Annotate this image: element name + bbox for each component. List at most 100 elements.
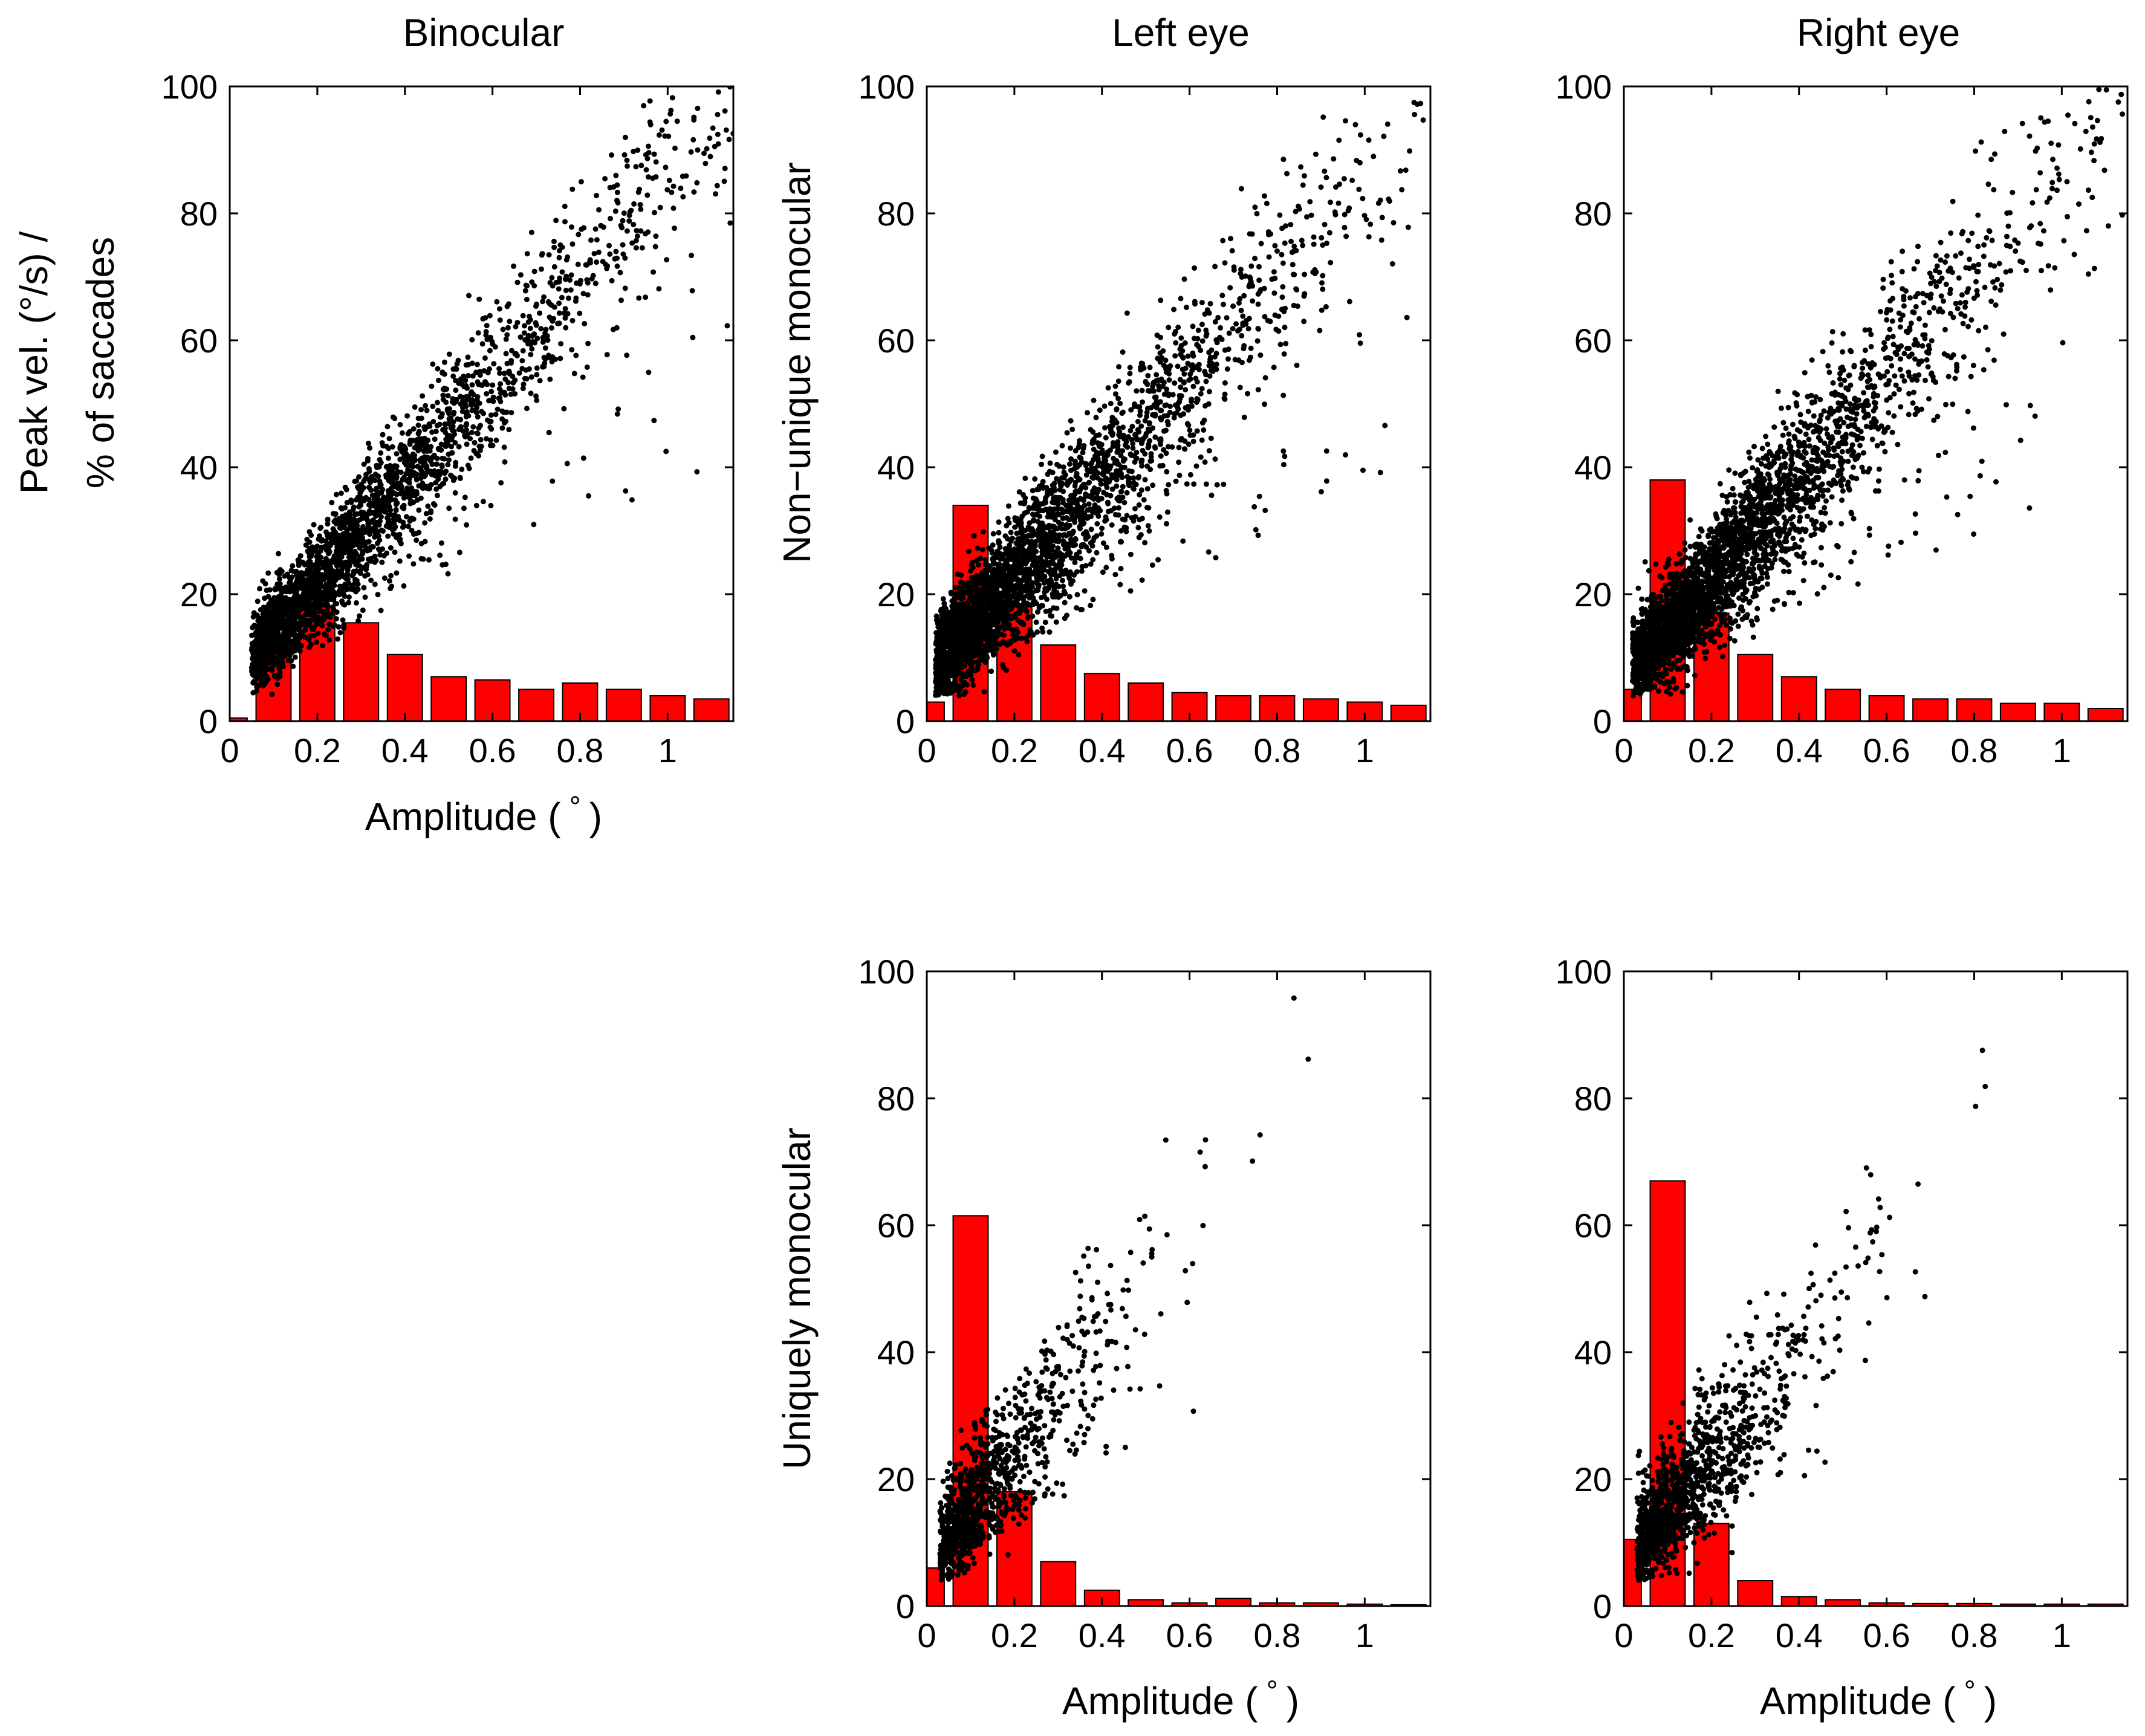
y-tick-label: 80 <box>1574 195 1612 233</box>
y-tick-label: 20 <box>877 1460 915 1498</box>
x-tick-label: 0.2 <box>294 731 341 769</box>
x-tick-label: 0.2 <box>1688 1616 1735 1654</box>
x-tick-label: 0 <box>1614 1616 1633 1654</box>
scatter-points <box>1634 1048 1988 1583</box>
x-tick-label: 0.2 <box>1688 731 1735 769</box>
y-tick-label: 20 <box>180 575 218 614</box>
y-tick-label: 100 <box>858 953 915 991</box>
bar <box>1912 698 1949 721</box>
scatter-points <box>248 86 733 698</box>
y-tick-label: 40 <box>1574 1333 1612 1372</box>
y-tick-label: 0 <box>199 702 218 740</box>
y-tick-label: 0 <box>896 1587 915 1625</box>
bar <box>1128 682 1164 721</box>
y-tick-label: 60 <box>1574 322 1612 360</box>
x-tick-label: 0 <box>1614 731 1633 769</box>
y-tick-label: 0 <box>1593 1587 1612 1625</box>
xlabel-right-eye-unique: Amplitude (°) <box>1760 1676 1997 1723</box>
y-tick-label: 0 <box>896 702 915 740</box>
y-tick-label: 60 <box>877 322 915 360</box>
x-tick-label: 0.2 <box>991 731 1038 769</box>
y-tick-label: 40 <box>877 1333 915 1372</box>
x-tick-label: 0.8 <box>1254 731 1301 769</box>
plot-frame <box>1623 970 2129 1607</box>
bar <box>1302 1602 1339 1606</box>
bar <box>1390 704 1427 721</box>
plot-frame <box>926 85 1432 722</box>
y-tick-label: 80 <box>180 195 218 233</box>
xlabel-left-eye-unique: Amplitude (°) <box>1062 1676 1299 1723</box>
bars <box>1624 1180 2124 1606</box>
x-tick-label: 1 <box>2053 1616 2071 1654</box>
bar <box>1825 1599 1861 1606</box>
x-tick-label: 0.6 <box>1166 731 1213 769</box>
bar <box>430 676 467 721</box>
panel-right-eye-non-unique: 0 0.2 0.4 0.6 0.8 1 0 20 40 60 80 100 <box>1556 68 2129 769</box>
y-tick-label: 0 <box>1593 702 1612 740</box>
y-tick-label: 20 <box>1574 1460 1612 1498</box>
x-tick-label: 0.6 <box>1863 1616 1910 1654</box>
x-tick-label: 0.8 <box>1951 1616 1998 1654</box>
scatter-points <box>937 995 1311 1583</box>
panel-right-eye-unique: 0 0.2 0.4 0.6 0.8 1 0 20 40 60 80 100 <box>1556 953 2129 1654</box>
x-tick-label: 0.8 <box>1254 1616 1301 1654</box>
bar <box>230 717 248 721</box>
x-tick-label: 0.2 <box>991 1616 1038 1654</box>
panel-left-eye-non-unique: 0 0.2 0.4 0.6 0.8 1 0 20 40 60 80 100 <box>858 68 1432 769</box>
x-tick-label: 0.8 <box>1951 731 1998 769</box>
bars <box>230 606 730 721</box>
bar <box>1737 653 1774 721</box>
bar <box>1825 688 1861 721</box>
x-tick-label: 0.4 <box>1079 731 1126 769</box>
y-tick-label: 100 <box>161 68 218 106</box>
x-tick-label: 1 <box>1355 1616 1374 1654</box>
x-tick-label: 1 <box>2053 731 2071 769</box>
y-tick-label: 40 <box>1574 449 1612 487</box>
bar <box>1693 1523 1730 1606</box>
bar <box>1346 701 1383 721</box>
bar <box>1040 1561 1077 1606</box>
panel-binocular: 0 0.2 0.4 0.6 0.8 1 0 20 40 60 80 100 <box>161 68 735 769</box>
bar <box>1999 702 2036 721</box>
x-tick-label: 0 <box>917 731 936 769</box>
x-tick-label: 0.4 <box>1079 1616 1126 1654</box>
x-tick-label: 0.8 <box>557 731 604 769</box>
y-tick-label: 40 <box>180 449 218 487</box>
y-tick-label: 60 <box>180 322 218 360</box>
ylabel-binocular-line1: Peak vel. (°/s) / <box>12 231 56 494</box>
column-title-left-eye: Left eye <box>1112 11 1250 54</box>
column-title-binocular: Binocular <box>403 11 565 54</box>
x-tick-label: 0.4 <box>1776 1616 1823 1654</box>
bar <box>1999 1603 2036 1606</box>
plot-frame <box>1623 85 2129 722</box>
x-tick-label: 0.6 <box>1863 731 1910 769</box>
bar <box>2087 1603 2124 1606</box>
scatter-points <box>1630 86 2125 699</box>
x-tick-label: 0.6 <box>469 731 516 769</box>
y-tick-label: 100 <box>1556 953 1612 991</box>
y-tick-label: 20 <box>1574 575 1612 614</box>
bar <box>474 679 511 721</box>
x-tick-label: 1 <box>1355 731 1374 769</box>
y-tick-label: 80 <box>1574 1080 1612 1118</box>
bar <box>1302 698 1339 721</box>
y-tick-label: 100 <box>1556 68 1612 106</box>
bar <box>343 622 380 721</box>
column-title-right-eye: Right eye <box>1797 11 1960 54</box>
bar <box>1215 695 1251 721</box>
x-tick-label: 0.6 <box>1166 1616 1213 1654</box>
bar <box>1912 1602 1949 1606</box>
bar <box>1215 1598 1251 1606</box>
y-tick-label: 80 <box>877 195 915 233</box>
bar <box>1040 644 1077 721</box>
bar <box>927 701 945 721</box>
xlabel-binocular: Amplitude (°) <box>365 791 602 838</box>
y-tick-label: 60 <box>1574 1206 1612 1245</box>
ylabel-uniquely-monocular: Uniquely monocular <box>775 1127 819 1469</box>
plot-frame <box>229 85 735 722</box>
y-tick-label: 40 <box>877 449 915 487</box>
bar <box>693 698 730 721</box>
panel-left-eye-unique: 0 0.2 0.4 0.6 0.8 1 0 20 40 60 80 100 <box>858 953 1432 1654</box>
x-tick-label: 1 <box>658 731 677 769</box>
